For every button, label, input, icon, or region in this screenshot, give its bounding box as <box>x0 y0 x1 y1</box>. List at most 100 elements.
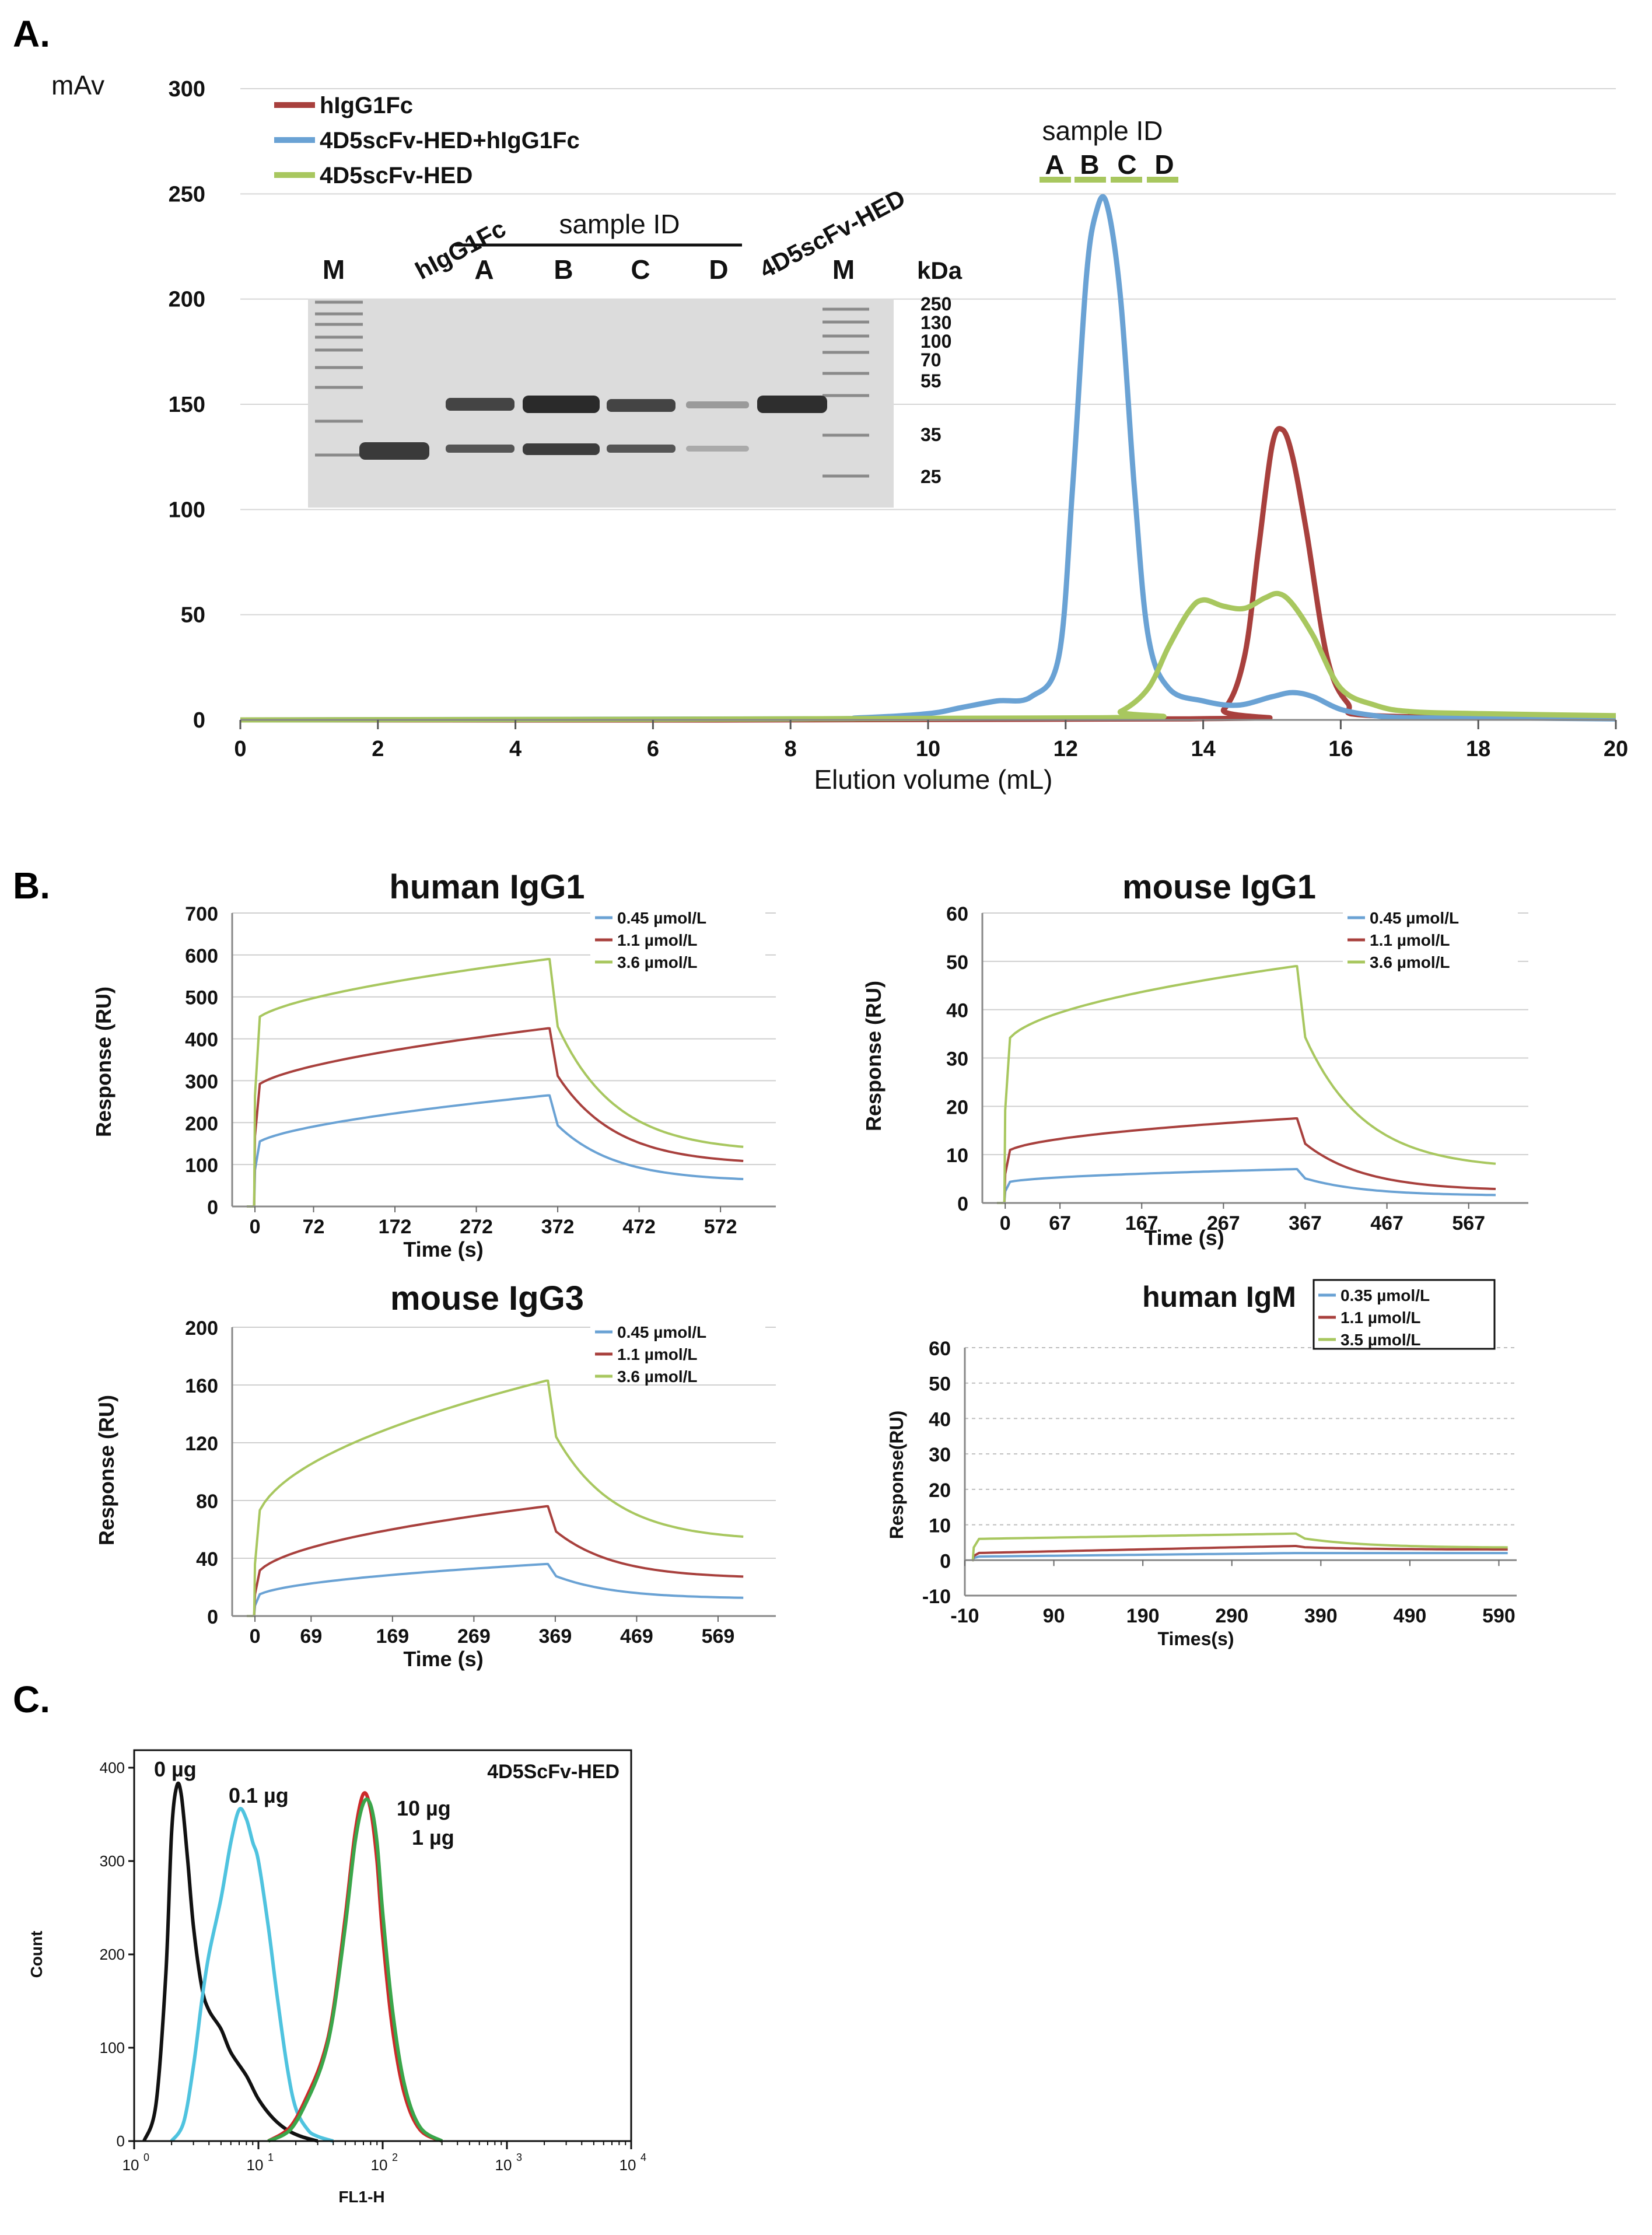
ticks-b4: -10 0 10 20 30 40 50 60 -10 90 190 290 390 490 590 <box>922 1338 1516 1627</box>
y-tick-10: 10 <box>929 1515 951 1537</box>
y-tick-200: 200 <box>169 288 205 312</box>
legend-label-hed: 4D5scFv-HED <box>320 163 473 188</box>
title-b1: human IgG1 <box>389 868 584 906</box>
series-line-0 <box>142 1781 318 2143</box>
series-line-0 <box>997 1168 1496 1204</box>
series-b4 <box>971 1532 1508 1562</box>
series-line-1 <box>971 1545 1508 1562</box>
series-line-0 <box>247 1094 744 1208</box>
x-tick-8: 8 <box>785 737 797 761</box>
y-tick-0: 0 <box>207 1606 218 1628</box>
x-tick-272: 272 <box>460 1216 493 1238</box>
y-tick-300: 300 <box>100 1852 125 1870</box>
sample-id-label: sample ID <box>1042 116 1163 146</box>
y-tick-400: 400 <box>100 1759 125 1776</box>
fraction-d: D <box>1154 149 1174 180</box>
curve-label-10ug: 10 µg <box>397 1796 451 1820</box>
axes-b3 <box>231 1327 776 1622</box>
series-line-2 <box>247 1379 744 1617</box>
x-axis-label-b1: Time (s) <box>403 1237 483 1261</box>
series-b1 <box>247 958 744 1208</box>
title-b3: mouse IgG3 <box>390 1279 584 1317</box>
y-tick-300: 300 <box>169 77 205 102</box>
y-tick-100: 100 <box>100 2039 125 2056</box>
kda-70: 70 <box>921 349 942 370</box>
x-tick-90: 90 <box>1043 1605 1065 1627</box>
kda-55: 55 <box>921 370 942 391</box>
x-tick-267: 267 <box>1207 1212 1240 1234</box>
kda-25: 25 <box>921 466 942 487</box>
x-tick-390: 390 <box>1304 1605 1338 1627</box>
y-tick-20: 20 <box>946 1096 968 1118</box>
legend-label-hIgG1Fc: hIgG1Fc <box>320 93 413 118</box>
gel-band-b-upper <box>523 396 600 413</box>
y-tick-80: 80 <box>196 1491 218 1513</box>
x-axis-label-c: FL1-H <box>338 2188 384 2206</box>
gel-band-c-lower <box>607 445 676 453</box>
x-tick-0: 0 <box>250 1216 261 1238</box>
x-axis-label-b4: Times(s) <box>1157 1628 1234 1649</box>
y-tick-40: 40 <box>929 1408 951 1430</box>
y-tick-0: 0 <box>207 1197 218 1219</box>
x-tick-exp-4: 4 <box>640 2152 646 2163</box>
x-tick-0: 0 <box>234 737 246 761</box>
gel-lane-m-left: M <box>323 254 345 285</box>
grid-b4 <box>965 1347 1517 1561</box>
series-line-1 <box>247 1027 744 1208</box>
x-tick-base-0: 10 <box>123 2156 139 2174</box>
panel-c-letter: C. <box>13 1678 50 1720</box>
x-tick-4: 4 <box>509 737 522 761</box>
x-tick-590: 590 <box>1482 1605 1516 1627</box>
y-tick-40: 40 <box>196 1548 218 1571</box>
x-tick-base-4: 10 <box>620 2156 636 2174</box>
gel-band-b-lower <box>523 443 600 455</box>
x-tick-base-2: 10 <box>371 2156 388 2174</box>
ticks-b3: 0 40 80 120 160 200 0 69 169 269 369 469 569 <box>185 1317 734 1648</box>
gel-band-higg1fc <box>359 442 429 460</box>
y-tick-500: 500 <box>185 987 218 1009</box>
x-tick-469: 469 <box>620 1625 653 1648</box>
y-tick-100: 100 <box>169 498 205 522</box>
x-tick-14: 14 <box>1191 737 1215 761</box>
gel-lane-d: D <box>709 254 728 285</box>
x-tick-569: 569 <box>702 1625 735 1648</box>
x-tick-0: 0 <box>250 1625 261 1648</box>
y-tick-100: 100 <box>185 1155 218 1177</box>
legend-a: hIgG1Fc 4D5scFv-HED+hIgG1Fc 4D5scFv-HED <box>274 93 580 188</box>
chart-spr-mouse-igg1: 0 10 20 30 40 50 60 0 67 167 267 367 467 567 mouse Ig… <box>862 868 1528 1250</box>
x-tick-67: 67 <box>1049 1212 1071 1234</box>
gel-lane-higg1fc: hIgG1Fc <box>411 215 510 285</box>
chart-spr-human-igg1: 0 100 200 300 400 500 600 700 0 72 172 272 372 472 572… <box>92 868 776 1261</box>
x-tick-exp-1: 1 <box>268 2152 274 2163</box>
fraction-b: B <box>1080 149 1099 180</box>
x-tick-0: 0 <box>1000 1212 1011 1234</box>
y-tick-200: 200 <box>185 1113 218 1135</box>
y-tick--10: -10 <box>922 1586 951 1608</box>
gel-lane-m-right: M <box>832 254 855 285</box>
x-tick-490: 490 <box>1394 1605 1427 1627</box>
legend-label-0: 0.45 µmol/L <box>1370 909 1459 927</box>
y-tick-700: 700 <box>185 903 218 925</box>
title-b4: human IgM <box>1142 1281 1296 1313</box>
x-tick-369: 369 <box>539 1625 572 1648</box>
y-tick-150: 150 <box>169 393 205 417</box>
legend-bg <box>1343 905 1518 969</box>
x-tick-16: 16 <box>1328 737 1353 761</box>
gel-band-a-lower <box>446 445 514 453</box>
y-tick-50: 50 <box>946 952 968 974</box>
x-axis-label-b3: Time (s) <box>403 1647 483 1671</box>
legend-label-1: 1.1 µmol/L <box>617 931 698 949</box>
y-tick-250: 250 <box>169 182 205 207</box>
ticks-b1: 0 100 200 300 400 500 600 700 0 72 172 272 372 472 572 <box>185 903 737 1238</box>
x-tick-69: 69 <box>300 1625 322 1648</box>
y-tick-120: 120 <box>185 1433 218 1455</box>
legend-label-0: 0.35 µmol/L <box>1340 1286 1430 1304</box>
legend-label-1: 1.1 µmol/L <box>1370 931 1450 949</box>
y-tick-20: 20 <box>929 1479 951 1502</box>
axes-c <box>128 1749 632 2149</box>
y-tick-10: 10 <box>946 1145 968 1167</box>
y-tick-0: 0 <box>957 1193 968 1215</box>
